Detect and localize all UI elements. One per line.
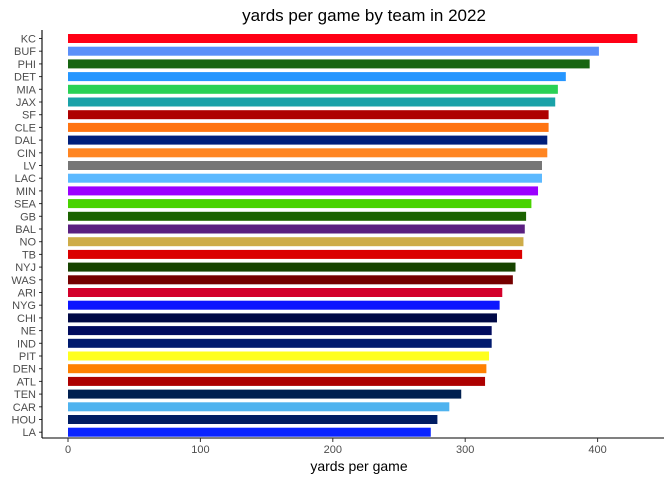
y-tick-label-cin: CIN <box>17 148 36 160</box>
bar-nyg <box>68 300 500 310</box>
y-tick-label-lv: LV <box>23 161 36 173</box>
bars-group <box>68 34 638 437</box>
y-axis: KCBUFPHIDETMIAJAXSFCLEDALCINLVLACMINSEAG… <box>11 30 43 439</box>
bar-cle <box>68 122 549 132</box>
y-tick-label-det: DET <box>14 72 36 84</box>
x-tick-label-400: 400 <box>588 444 606 456</box>
y-tick-label-hou: HOU <box>12 415 37 427</box>
bar-min <box>68 186 539 196</box>
y-tick-label-sea: SEA <box>14 199 37 211</box>
y-tick-label-nyg: NYG <box>12 300 36 312</box>
bar-la <box>68 427 431 437</box>
y-tick-label-dal: DAL <box>15 135 36 147</box>
bar-ari <box>68 288 503 297</box>
y-tick-label-cle: CLE <box>15 122 36 134</box>
bar-pit <box>68 351 490 361</box>
bar-cin <box>68 148 548 158</box>
y-tick-label-chi: CHI <box>17 313 36 325</box>
bar-hou <box>68 415 438 424</box>
y-tick-label-gb: GB <box>20 211 36 223</box>
bar-gb <box>68 211 527 221</box>
y-tick-label-mia: MIA <box>16 84 36 96</box>
bar-phi <box>68 59 590 69</box>
y-tick-label-tb: TB <box>22 249 36 261</box>
y-tick-label-ari: ARI <box>18 288 36 300</box>
y-tick-label-atl: ATL <box>17 376 36 388</box>
y-tick-label-nyj: NYJ <box>15 262 36 274</box>
x-axis: 0 100 200 300 400 <box>42 437 664 456</box>
bar-sea <box>68 199 532 209</box>
bar-buf <box>68 46 599 56</box>
bar-chi <box>68 313 497 323</box>
bar-mia <box>68 84 558 94</box>
y-tick-label-kc: KC <box>21 34 36 46</box>
bar-lv <box>68 161 542 170</box>
y-tick-label-pit: PIT <box>19 351 36 363</box>
y-tick-label-min: MIN <box>16 186 36 198</box>
y-tick-label-sf: SF <box>22 110 36 122</box>
bar-bal <box>68 224 525 234</box>
bar-car <box>68 402 450 412</box>
bar-jax <box>68 97 556 107</box>
bar-was <box>68 275 513 285</box>
y-tick-label-ne: NE <box>21 326 36 338</box>
bar-det <box>68 72 566 82</box>
y-tick-label-no: NO <box>20 237 37 249</box>
y-tick-label-den: DEN <box>13 364 36 376</box>
x-tick-label-300: 300 <box>456 444 474 456</box>
bar-dal <box>68 135 548 145</box>
bar-den <box>68 364 487 374</box>
bar-nyj <box>68 262 516 272</box>
x-tick-label-200: 200 <box>324 444 342 456</box>
y-tick-label-ten: TEN <box>14 389 36 401</box>
bar-lac <box>68 173 542 183</box>
y-tick-label-bal: BAL <box>15 224 36 236</box>
y-tick-label-was: WAS <box>11 275 36 287</box>
bar-kc <box>68 34 638 43</box>
y-tick-label-lac: LAC <box>15 173 36 185</box>
y-tick-label-ind: IND <box>17 338 36 350</box>
x-tick-label-100: 100 <box>191 444 209 456</box>
x-tick-label-0: 0 <box>65 444 71 456</box>
bar-ind <box>68 338 492 348</box>
bar-tb <box>68 249 523 259</box>
chart-title: yards per game by team in 2022 <box>242 6 486 25</box>
x-axis-title: yards per game <box>310 458 407 474</box>
y-tick-label-buf: BUF <box>14 46 36 58</box>
bar-atl <box>68 376 486 386</box>
y-tick-label-jax: JAX <box>16 97 37 109</box>
bar-sf <box>68 110 549 120</box>
y-tick-label-car: CAR <box>13 402 36 414</box>
bar-ne <box>68 326 492 336</box>
bar-ten <box>68 389 462 399</box>
y-tick-label-la: LA <box>23 427 37 439</box>
y-tick-label-phi: PHI <box>18 59 36 71</box>
bar-no <box>68 237 524 247</box>
